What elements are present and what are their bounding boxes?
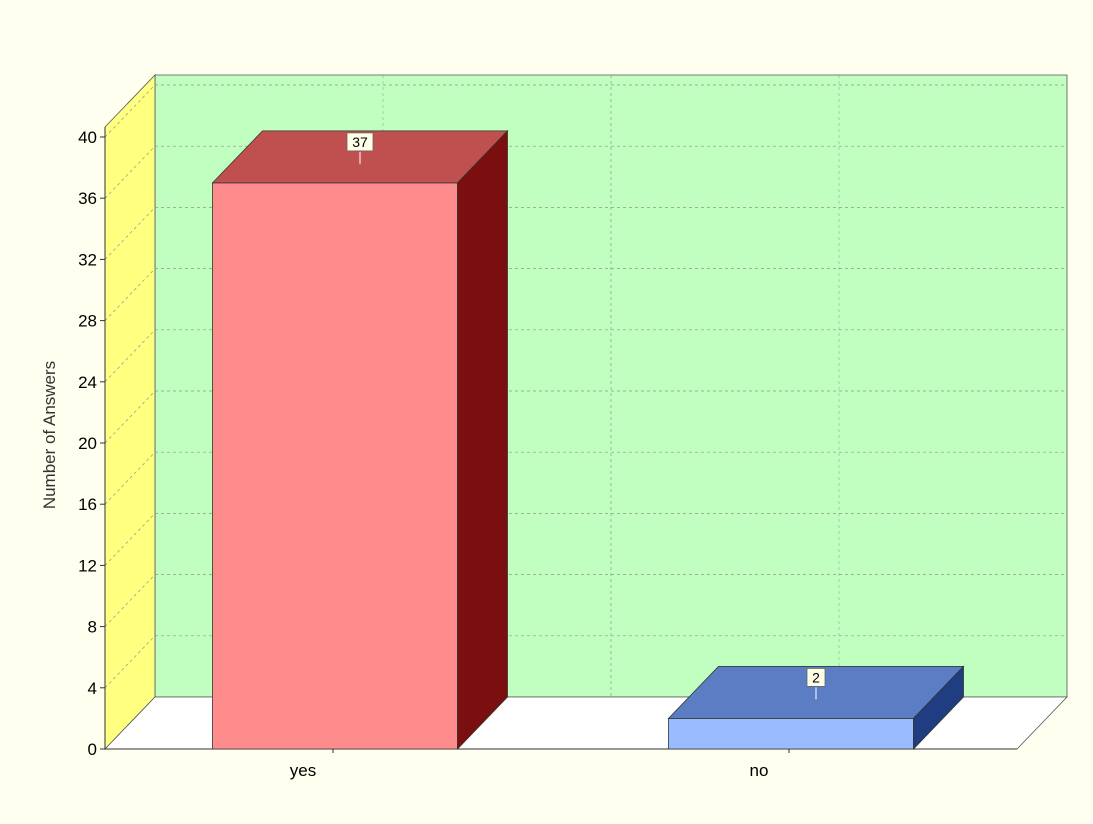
x-category-label: no [750, 761, 769, 780]
gridline-side [104, 145, 156, 199]
gridline-side [104, 574, 156, 627]
gridline-side [104, 513, 156, 566]
y-tick-label: 20 [78, 434, 97, 453]
data-label: 2 [812, 669, 820, 685]
gridline-side [104, 635, 156, 689]
bar-yes: 37 yes [211, 129, 509, 780]
y-tick-label: 4 [88, 679, 97, 698]
gridline-side [104, 390, 156, 444]
bars: 37 yes 2 no [211, 129, 965, 780]
y-tick-label: 12 [78, 556, 97, 575]
bar-side [913, 665, 964, 750]
y-tick-label: 24 [78, 373, 97, 392]
x-category-label: yes [290, 761, 316, 780]
y-axis-title: Number of Answers [40, 361, 59, 509]
gridline-side [104, 268, 156, 321]
y-tick-label: 32 [78, 250, 97, 269]
y-tick-label: 28 [78, 312, 97, 331]
bar-no: 2 no [667, 665, 965, 780]
data-label-box [346, 132, 374, 152]
gridline-side [104, 207, 156, 260]
bar-front [668, 718, 914, 750]
data-label-box [806, 668, 826, 687]
y-tick-label: 40 [78, 128, 97, 147]
y-ticks: 0 4 8 12 16 20 24 28 32 36 40 [78, 128, 105, 759]
y-tick-label: 0 [88, 740, 97, 759]
gridline-side [104, 84, 156, 138]
y-tick-label: 36 [78, 189, 97, 208]
bar-front [212, 182, 458, 750]
side-wall [104, 74, 156, 750]
gridline-side [104, 451, 156, 505]
bar-side [457, 129, 508, 750]
data-label: 37 [352, 134, 368, 150]
y-tick-label: 8 [88, 618, 97, 637]
gridline-side [104, 329, 156, 383]
y-tick-label: 16 [78, 495, 97, 514]
